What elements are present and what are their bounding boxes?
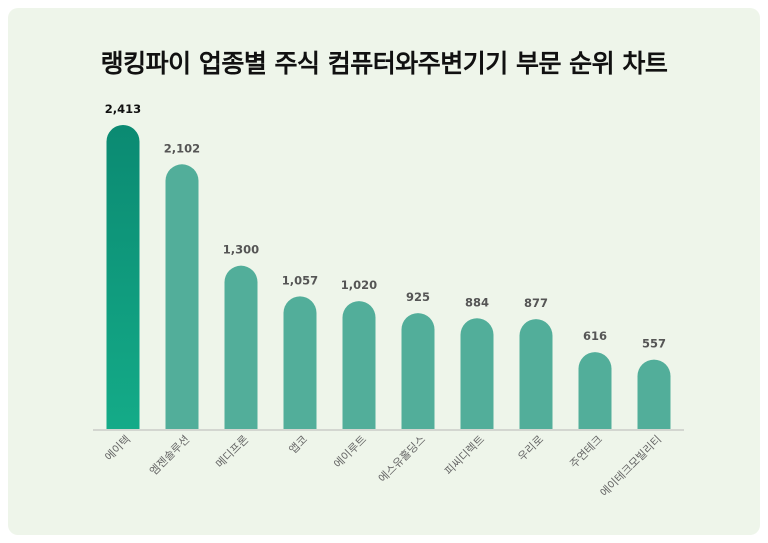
value-label-8: 616 — [583, 329, 607, 343]
bar-8 — [578, 352, 612, 430]
value-label-6: 884 — [465, 295, 489, 309]
value-label-0: 2,413 — [105, 102, 141, 116]
bar-5 — [401, 313, 435, 430]
bar-0 — [106, 125, 140, 431]
bar-9 — [637, 359, 671, 430]
value-label-4: 1,020 — [341, 278, 377, 292]
value-label-3: 1,057 — [282, 273, 318, 287]
chart-title: 랭킹파이 업종별 주식 컴퓨터와주변기기 부문 순위 차트 — [100, 49, 668, 78]
bar-2 — [224, 265, 258, 430]
bar-1 — [165, 164, 199, 430]
category-label-6: 피씨디렉트 — [442, 433, 487, 478]
category-label-1: 엠젠솔루션 — [147, 433, 192, 478]
category-label-2: 메디프론 — [213, 433, 251, 471]
bar-3 — [283, 296, 317, 430]
category-label-5: 에스유홀딩스 — [376, 433, 428, 485]
bars-group — [106, 125, 671, 431]
value-label-2: 1,300 — [223, 243, 259, 257]
category-label-4: 에이루트 — [331, 433, 369, 471]
category-label-9: 에이테크모빌리티 — [598, 433, 664, 499]
value-label-9: 557 — [642, 337, 666, 351]
value-label-1: 2,102 — [164, 141, 200, 155]
category-label-3: 앱코 — [287, 433, 311, 457]
value-label-5: 925 — [406, 290, 430, 304]
bar-7 — [519, 319, 553, 430]
bar-4 — [342, 301, 376, 430]
category-label-7: 우리로 — [515, 433, 546, 464]
category-label-0: 에이텍 — [102, 433, 133, 464]
bar-6 — [460, 318, 494, 430]
value-label-7: 877 — [524, 296, 548, 310]
category-label-8: 주연테크 — [567, 433, 605, 471]
